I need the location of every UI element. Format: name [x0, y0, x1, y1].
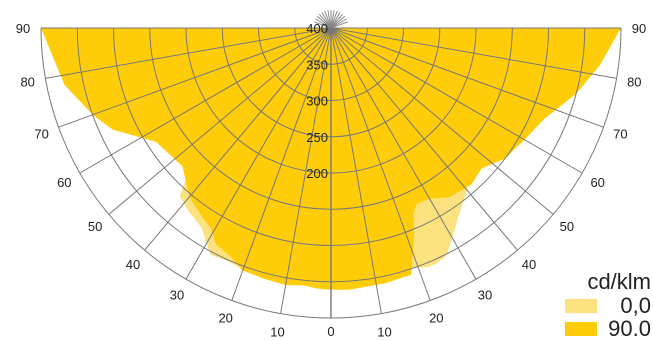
angle-tick-label-right: 90: [632, 21, 646, 36]
legend-title: cd/klm: [587, 269, 651, 294]
top-ray-line: [319, 13, 332, 29]
ring-line: [40, 27, 622, 319]
top-ray-line: [321, 12, 332, 29]
angle-tick-label-left: 10: [270, 324, 284, 339]
angle-tick-label-left: 90: [16, 21, 30, 36]
angle-tick-label-right: 40: [522, 257, 536, 272]
top-ray-line: [330, 18, 347, 29]
ring-line: [258, 27, 404, 101]
ring-line: [185, 27, 477, 174]
top-ray-line: [313, 21, 332, 29]
angle-tick-label-zero: 0: [327, 324, 334, 339]
angle-tick-label-right: 70: [613, 126, 627, 141]
ring-line: [149, 27, 513, 210]
top-ray-line: [330, 13, 343, 29]
angle-tick-label-right: 50: [560, 219, 574, 234]
ring-line: [113, 27, 549, 246]
top-ray-line: [324, 10, 332, 29]
angle-tick-label-right: 60: [590, 175, 604, 190]
angle-tick-label-left: 70: [34, 126, 48, 141]
angle-tick-label-left: 60: [57, 175, 71, 190]
top-ray-line: [330, 10, 335, 29]
radial-tick-label: 200: [306, 166, 328, 181]
angle-tick-label-left: 40: [126, 257, 140, 272]
angle-tick-label-right: 30: [478, 288, 492, 303]
top-ray-line: [316, 16, 332, 29]
top-ray-line: [330, 21, 349, 29]
ring-line: [221, 27, 441, 138]
radial-tick-label: 400: [306, 21, 328, 36]
top-ray-line: [330, 12, 341, 29]
top-ray-line: [327, 10, 332, 29]
top-ray-line: [330, 10, 338, 29]
legend-item-0: 0,0: [565, 294, 653, 317]
angle-tick-label-left: 50: [88, 219, 102, 234]
label-layer: 2002503003504009080706050403020109080706…: [16, 21, 646, 339]
angle-tick-label-right: 20: [429, 310, 443, 325]
angle-tick-label-left: 80: [20, 75, 34, 90]
legend-label-1: 90.0: [608, 316, 651, 341]
ring-line: [76, 27, 586, 283]
angle-tick-label-left: 30: [170, 288, 184, 303]
legend: cd/klm 0,0 90.0: [565, 270, 653, 340]
top-ray-line: [315, 18, 332, 29]
radial-tick-label: 350: [306, 57, 328, 72]
grid-layer: [40, 10, 622, 319]
legend-swatch-0: [565, 298, 597, 313]
angle-tick-label-left: 20: [218, 310, 232, 325]
radial-tick-label: 300: [306, 94, 328, 109]
ring-line: [294, 27, 368, 65]
legend-item-1: 90.0: [565, 317, 653, 340]
angle-tick-label-right: 10: [377, 324, 391, 339]
radial-tick-label: 250: [306, 130, 328, 145]
top-ray-line: [330, 16, 346, 29]
angle-tick-label-right: 80: [627, 75, 641, 90]
legend-swatch-1: [565, 321, 597, 336]
legend-label-0: 0,0: [620, 293, 651, 318]
